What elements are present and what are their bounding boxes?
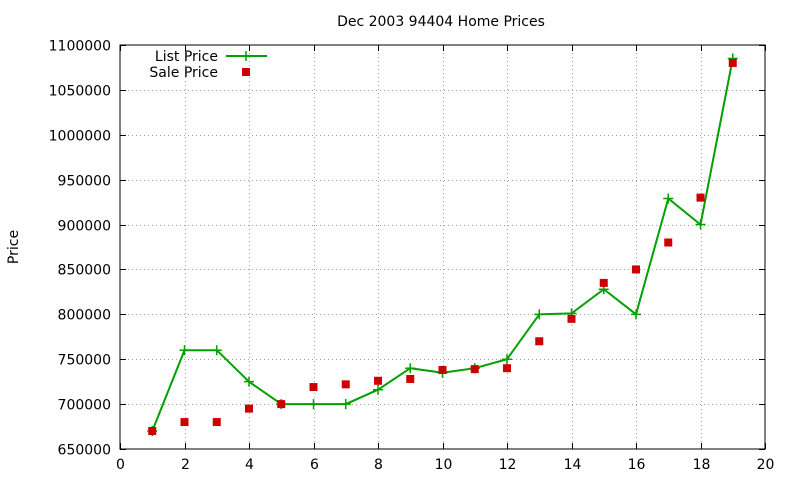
data-point-sale-price (535, 337, 544, 346)
data-point-sale-price (277, 400, 286, 409)
y-tick-label: 1050000 (49, 84, 111, 100)
y-tick-label: 650000 (58, 443, 111, 459)
data-point-sale-price (245, 404, 253, 413)
legend-label: Sale Price (149, 65, 218, 81)
x-tick-label: 0 (116, 457, 125, 473)
grid (120, 45, 765, 449)
legend-swatch-marker (242, 68, 250, 76)
data-point-list-price (631, 309, 641, 320)
data-point-list-price (695, 219, 706, 230)
data-point-list-price (663, 193, 674, 204)
y-tick-label: 1100000 (49, 39, 111, 55)
data-point-list-price (502, 354, 512, 365)
data-point-sale-price (148, 427, 157, 436)
y-tick-label: 900000 (58, 219, 111, 235)
x-tick-label: 12 (499, 457, 517, 473)
x-tick-label: 6 (310, 457, 319, 473)
data-point-sale-price (599, 278, 608, 287)
axis-ticks: 650000 700000 750000 800000 850000 900000 9500… (49, 39, 775, 474)
x-tick-label: 20 (757, 457, 775, 473)
data-point-sale-price (406, 374, 415, 383)
series (147, 53, 738, 437)
data-point-list-price (308, 399, 319, 410)
chart-title: Dec 2003 94404 Home Prices (337, 14, 545, 30)
data-point-sale-price (664, 238, 673, 247)
data-point-list-price (244, 376, 254, 387)
x-tick-label: 10 (435, 457, 453, 473)
x-tick-label: 2 (181, 457, 190, 473)
data-point-list-price (211, 345, 222, 356)
y-tick-label: 750000 (58, 353, 111, 369)
y-tick-label: 1000000 (49, 129, 111, 145)
y-axis-label: Price (6, 230, 22, 264)
data-point-sale-price (503, 364, 511, 373)
data-point-list-price (405, 363, 416, 374)
x-tick-label: 8 (374, 457, 383, 473)
data-point-sale-price (632, 265, 640, 274)
y-tick-label: 700000 (58, 398, 111, 414)
data-point-list-price (373, 384, 383, 395)
data-point-sale-price (180, 418, 189, 427)
y-tick-label: 800000 (58, 308, 111, 324)
legend-label: List Price (155, 49, 218, 65)
data-point-sale-price (309, 383, 318, 392)
x-tick-label: 14 (564, 457, 582, 473)
data-point-list-price (534, 309, 545, 320)
data-point-sale-price (470, 365, 479, 374)
data-point-sale-price (567, 314, 576, 323)
legend-swatch-marker (241, 51, 251, 61)
data-point-sale-price (728, 58, 737, 67)
data-point-sale-price (696, 193, 705, 202)
data-point-sale-price (341, 380, 350, 389)
x-tick-label: 16 (628, 457, 646, 473)
data-point-sale-price (212, 418, 221, 427)
x-tick-label: 4 (245, 457, 254, 473)
data-point-sale-price (438, 365, 447, 374)
y-tick-label: 950000 (58, 174, 111, 190)
data-point-sale-price (374, 376, 382, 385)
y-tick-label: 850000 (58, 263, 111, 279)
plot-frame (119, 44, 766, 450)
data-point-list-price (340, 399, 351, 410)
x-tick-label: 18 (693, 457, 711, 473)
data-point-list-price (179, 345, 190, 356)
